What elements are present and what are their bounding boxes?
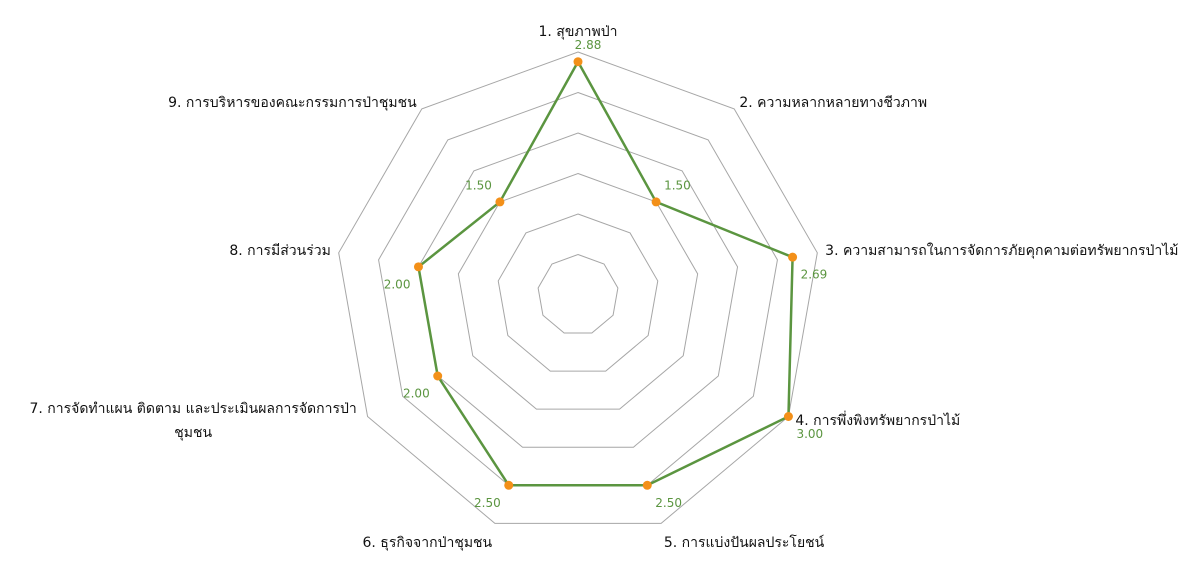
marker bbox=[433, 371, 443, 381]
grid-ring bbox=[338, 51, 818, 524]
category-label: 1. สุขภาพป่า bbox=[538, 24, 618, 40]
grid-ring bbox=[497, 213, 659, 372]
marker bbox=[413, 262, 423, 272]
category-label: 9. การบริหารของคณะกรรมการป่าชุมชน bbox=[168, 94, 417, 111]
marker bbox=[642, 480, 652, 490]
grid-ring bbox=[417, 132, 739, 448]
value-label: 2.50 bbox=[655, 496, 682, 510]
value-label: 2.00 bbox=[384, 277, 411, 291]
marker bbox=[788, 252, 798, 262]
grid-ring bbox=[457, 172, 699, 410]
marker bbox=[504, 480, 514, 490]
value-label: 2.50 bbox=[474, 496, 501, 510]
category-label: 3. ความสามารถในการจัดการภัยคุกคามต่อทรัพ… bbox=[825, 243, 1179, 260]
value-label: 1.50 bbox=[664, 178, 691, 192]
value-label: 1.50 bbox=[465, 178, 492, 192]
category-label: 8. การมีส่วนร่วม bbox=[229, 243, 331, 260]
marker bbox=[651, 197, 661, 207]
marker bbox=[783, 412, 793, 421]
value-label: 3.00 bbox=[796, 427, 823, 441]
value-label: 2.88 bbox=[575, 38, 602, 52]
category-label: 6. ธุรกิจจากป่าชุมชน bbox=[362, 534, 493, 551]
value-label: 2.69 bbox=[801, 268, 828, 282]
value-label: 2.00 bbox=[403, 387, 430, 401]
marker bbox=[495, 197, 505, 207]
grid-ring bbox=[537, 253, 619, 334]
series-line bbox=[417, 59, 794, 487]
category-label: 7. การจัดทำแผน ติดตาม และประเมินผลการจัด… bbox=[29, 400, 357, 441]
grid-ring bbox=[378, 91, 778, 486]
marker bbox=[573, 57, 583, 67]
category-label: 5. การแบ่งปันผลประโยชน์ bbox=[663, 534, 825, 551]
category-label: 4. การพึ่งพิงทรัพยากรป่าไม้ bbox=[795, 412, 961, 429]
category-label: 2. ความหลากหลายทางชีวภาพ bbox=[739, 94, 928, 111]
